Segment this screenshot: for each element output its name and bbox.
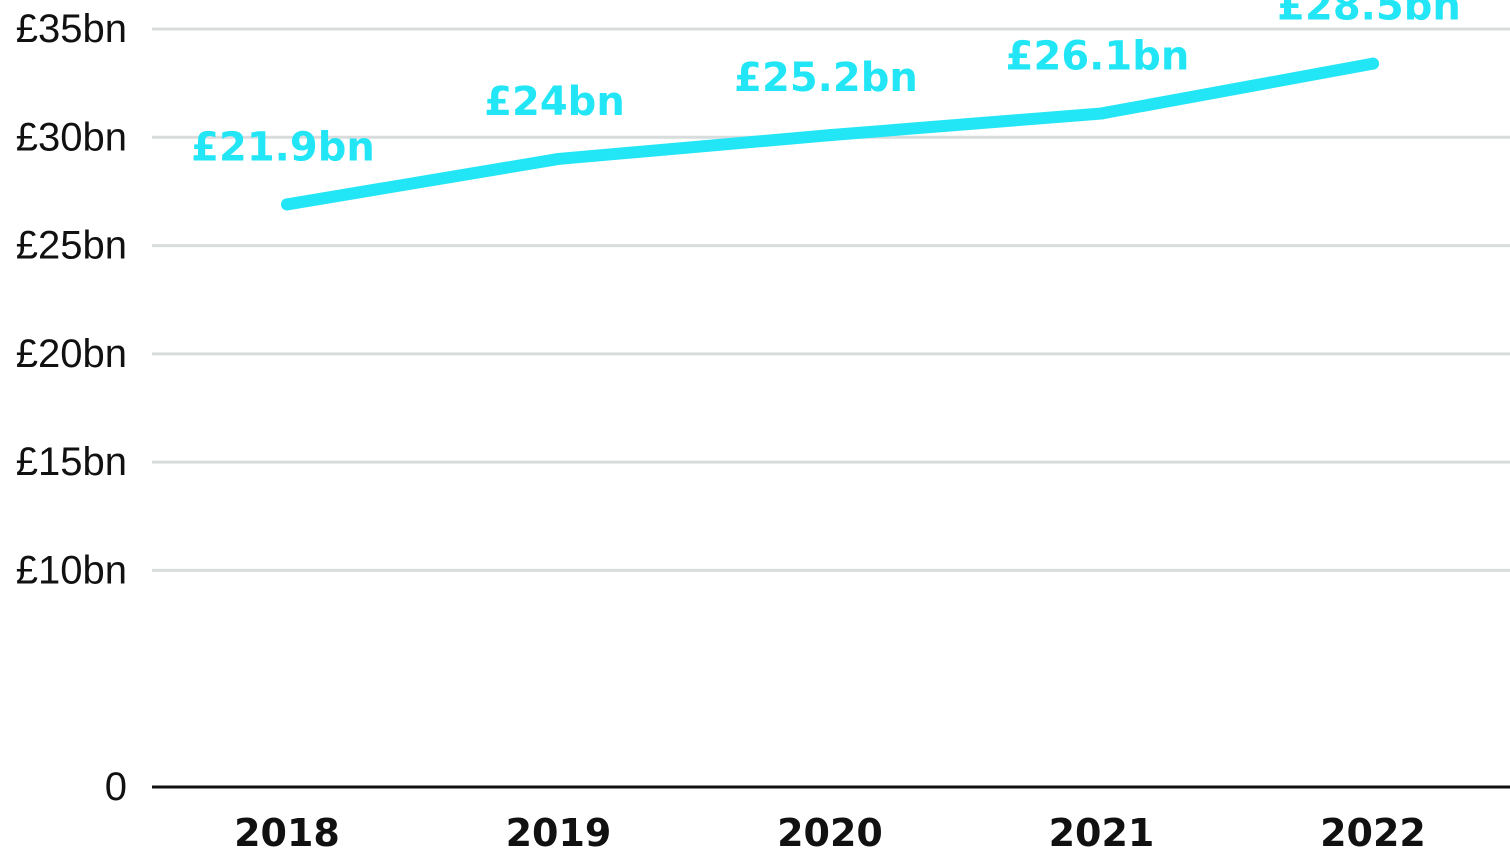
y-tick-label: £15bn: [16, 440, 127, 484]
y-tick-label: £35bn: [16, 7, 127, 51]
x-axis: 2018 2019 2020 2021 2022: [234, 811, 1426, 855]
data-point: [824, 129, 836, 142]
x-tick-label: 2018: [234, 811, 340, 855]
x-tick-label: 2021: [1049, 811, 1155, 855]
y-tick-label: £10bn: [16, 548, 127, 592]
data-label: £24bn: [484, 79, 625, 125]
x-tick-label: 2020: [777, 811, 883, 855]
x-tick-label: 2019: [506, 811, 612, 855]
y-tick-label: £20bn: [16, 332, 127, 376]
gridlines: [152, 27, 1510, 572]
y-tick-label: £30bn: [16, 115, 127, 159]
data-points: [281, 57, 1379, 211]
data-point: [281, 198, 293, 211]
data-point: [552, 152, 565, 165]
y-tick-label: 0: [105, 765, 127, 809]
data-label: £28.5bn: [1277, 0, 1461, 30]
data-labels: £21.9bn £24bn £25.2bn £26.1bn £28.5bn: [191, 0, 1461, 170]
data-label: £26.1bn: [1006, 33, 1190, 79]
x-tick-label: 2022: [1320, 811, 1426, 855]
data-point: [1095, 107, 1108, 120]
data-label: £21.9bn: [191, 124, 375, 170]
data-point: [1367, 57, 1379, 70]
y-axis: 0 £10bn £15bn £20bn £25bn £30bn £35bn: [16, 7, 127, 809]
data-label: £25.2bn: [734, 55, 918, 101]
y-tick-label: £25bn: [16, 224, 127, 268]
